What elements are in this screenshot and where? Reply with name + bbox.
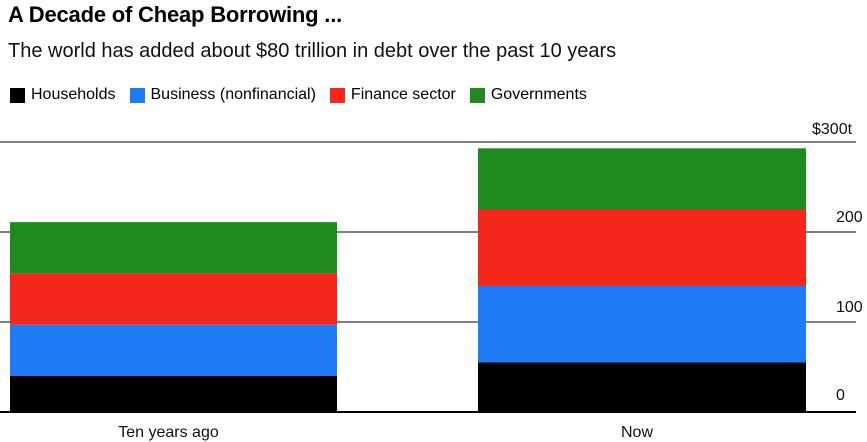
bar-segment-households-ten-years-ago bbox=[10, 376, 337, 412]
y-tick-label: 200 bbox=[836, 209, 863, 226]
legend-swatch-governments bbox=[469, 87, 485, 103]
legend-item-finance: Finance sector bbox=[329, 86, 456, 104]
legend-label-households: Households bbox=[31, 86, 116, 103]
legend-item-business: Business (nonfinancial) bbox=[129, 86, 316, 104]
legend-swatch-households bbox=[10, 87, 25, 103]
y-tick-label: $300t bbox=[812, 121, 853, 138]
legend-item-governments: Governments bbox=[469, 86, 587, 104]
bar-segment-business-now bbox=[478, 286, 806, 363]
axis-labels: $300t 200 100 0 Ten years ago Now bbox=[118, 121, 863, 441]
legend: Households Business (nonfinancial) Finan… bbox=[10, 86, 601, 104]
chart-subtitle: The world has added about $80 trillion i… bbox=[8, 40, 617, 62]
legend-label-finance: Finance sector bbox=[350, 86, 456, 103]
bar-segment-households-now bbox=[478, 362, 806, 412]
bar-segment-finance-ten-years-ago bbox=[10, 273, 337, 325]
bar-segment-governments-now bbox=[478, 148, 806, 210]
bar-segment-business-ten-years-ago bbox=[10, 324, 337, 376]
legend-swatch-business bbox=[129, 87, 145, 103]
x-category-label: Now bbox=[621, 424, 653, 441]
y-tick-label: 100 bbox=[836, 299, 863, 316]
legend-item-households: Households bbox=[10, 86, 116, 104]
y-tick-label: 0 bbox=[836, 387, 845, 404]
bar-segment-governments-ten-years-ago bbox=[10, 222, 337, 274]
chart-title: A Decade of Cheap Borrowing ... bbox=[8, 2, 343, 27]
x-category-label: Ten years ago bbox=[118, 424, 219, 441]
legend-swatch-finance bbox=[329, 87, 345, 103]
bar-segment-finance-now bbox=[478, 209, 806, 286]
legend-label-governments: Governments bbox=[490, 86, 587, 103]
legend-label-business: Business (nonfinancial) bbox=[150, 86, 316, 103]
bars bbox=[10, 148, 806, 412]
